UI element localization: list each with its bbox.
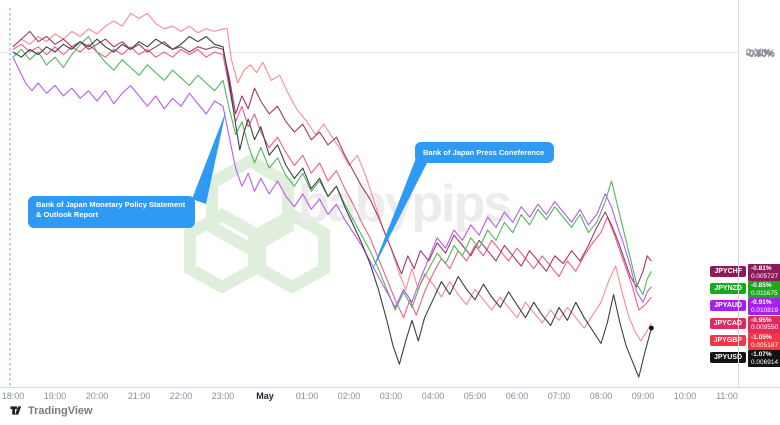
time-scale-tick: 21:00: [127, 391, 151, 401]
boj-press-annotation-arrow[interactable]: [371, 158, 427, 273]
price-scale-tick: -0.40%: [746, 48, 775, 59]
time-scale-tick: 02:00: [337, 391, 361, 401]
tradingview-logo-text: TradingView: [28, 404, 93, 417]
price-value-tag-jpyaud[interactable]: -0.91% 0.010819: [748, 298, 780, 316]
time-scale-tick: 22:00: [169, 391, 193, 401]
series-line-jpycad[interactable]: [12, 43, 652, 319]
time-scale-tick: May: [256, 391, 274, 401]
pct-change-value: -0.95%: [751, 316, 772, 324]
time-scale-tick: 11:00: [716, 391, 738, 401]
price-scale-tick: -0.70%: [746, 49, 775, 60]
price-scale-tick: -0.60%: [746, 49, 775, 60]
price-value-tag-jpycad[interactable]: -0.95% 0.009550: [748, 315, 780, 333]
price-value-tag-jpygbp[interactable]: -1.05% 0.005187: [748, 332, 780, 350]
series-line-jpyaud[interactable]: [12, 56, 652, 308]
price-scale-tick: -0.20%: [746, 48, 775, 59]
pct-change-value: -0.91%: [751, 299, 772, 307]
boj-press-callout[interactable]: Bank of Japan Press Coneference: [415, 142, 554, 163]
price-scale-tick: -0.50%: [746, 48, 775, 59]
time-scale-tick: 05:00: [463, 391, 487, 401]
series-line-jpygbp[interactable]: [12, 12, 652, 342]
price-scale-tick: -0.10%: [746, 47, 775, 58]
pair-name-tag-jpychf[interactable]: JPYCHF: [710, 266, 746, 277]
time-scale-tick: 06:00: [505, 391, 529, 401]
time-scale-border: [0, 387, 780, 388]
price-value-tag-jpychf[interactable]: -0.81% 0.005727: [748, 264, 780, 281]
price-series-lines[interactable]: [12, 12, 652, 378]
price-scale-tick: -0.30%: [746, 48, 775, 59]
pct-change-value: -1.05%: [751, 333, 772, 341]
series-line-jpyusd[interactable]: [12, 35, 652, 378]
pair-name-tag-jpycad[interactable]: JPYCAD: [709, 317, 746, 329]
price-value-tag-jpyusd[interactable]: -1.07% 0.006914: [748, 350, 780, 367]
time-scale-tick: 10:00: [673, 391, 697, 401]
boj-statement-callout-line1: Bank of Japan Monetary Policy Statement: [36, 200, 186, 209]
time-scale-tick: 04:00: [421, 391, 445, 401]
time-scale-tick: 03:00: [379, 391, 403, 401]
series-line-jpychf[interactable]: [12, 30, 652, 288]
price-scale-border: [738, 0, 739, 388]
absolute-price-value: 0.010819: [751, 307, 779, 315]
absolute-price-value: 0.011675: [751, 289, 778, 297]
boj-press-callout-line1: Bank of Japan Press Coneference: [423, 147, 545, 157]
time-scale-tick: 19:00: [43, 391, 67, 401]
jpyusd-last-point-marker: [649, 325, 654, 331]
time-scale-tick: 09:00: [631, 391, 655, 401]
boj-statement-callout[interactable]: Bank of Japan Monetary Policy Statement …: [28, 196, 195, 228]
absolute-price-value: 0.005727: [751, 272, 779, 280]
pair-name-tag-jpyaud[interactable]: JPYAUD: [710, 300, 746, 312]
zero-percent-gridline: [0, 52, 738, 53]
pair-name-tag-jpygbp[interactable]: JPYGBP: [709, 334, 746, 346]
tradingview-logo-icon: [10, 406, 22, 415]
price-value-tag-jpynzd[interactable]: -0.85% 0.011675: [748, 281, 780, 299]
boj-statement-annotation-arrow[interactable]: [192, 111, 226, 204]
pct-change-value: -0.85%: [751, 282, 772, 290]
boj-statement-callout-line2: & Outlook Report: [36, 209, 99, 219]
absolute-price-value: 0.005187: [751, 341, 779, 349]
series-line-jpynzd[interactable]: [12, 35, 652, 311]
pct-change-value: -0.81%: [751, 265, 772, 272]
absolute-price-value: 0.009550: [751, 324, 779, 332]
time-scale-tick: 08:00: [589, 391, 613, 401]
pct-change-value: -1.07%: [751, 351, 772, 358]
tradingview-logo[interactable]: TradingView: [10, 404, 93, 417]
time-scale-tick: 07:00: [547, 391, 571, 401]
time-scale-tick: 18:00: [1, 391, 25, 401]
time-scale-tick: 20:00: [85, 391, 109, 401]
time-scale-tick: 01:00: [295, 391, 319, 401]
pair-name-tag-jpynzd[interactable]: JPYNZD: [710, 283, 746, 295]
time-scale-tick: 23:00: [211, 391, 235, 401]
pair-name-tag-jpyusd[interactable]: JPYUSD: [709, 352, 746, 363]
price-scale-tick: 0.10%: [746, 47, 772, 58]
absolute-price-value: 0.006914: [751, 358, 779, 366]
price-scale-tick: 0.00%: [746, 47, 772, 58]
